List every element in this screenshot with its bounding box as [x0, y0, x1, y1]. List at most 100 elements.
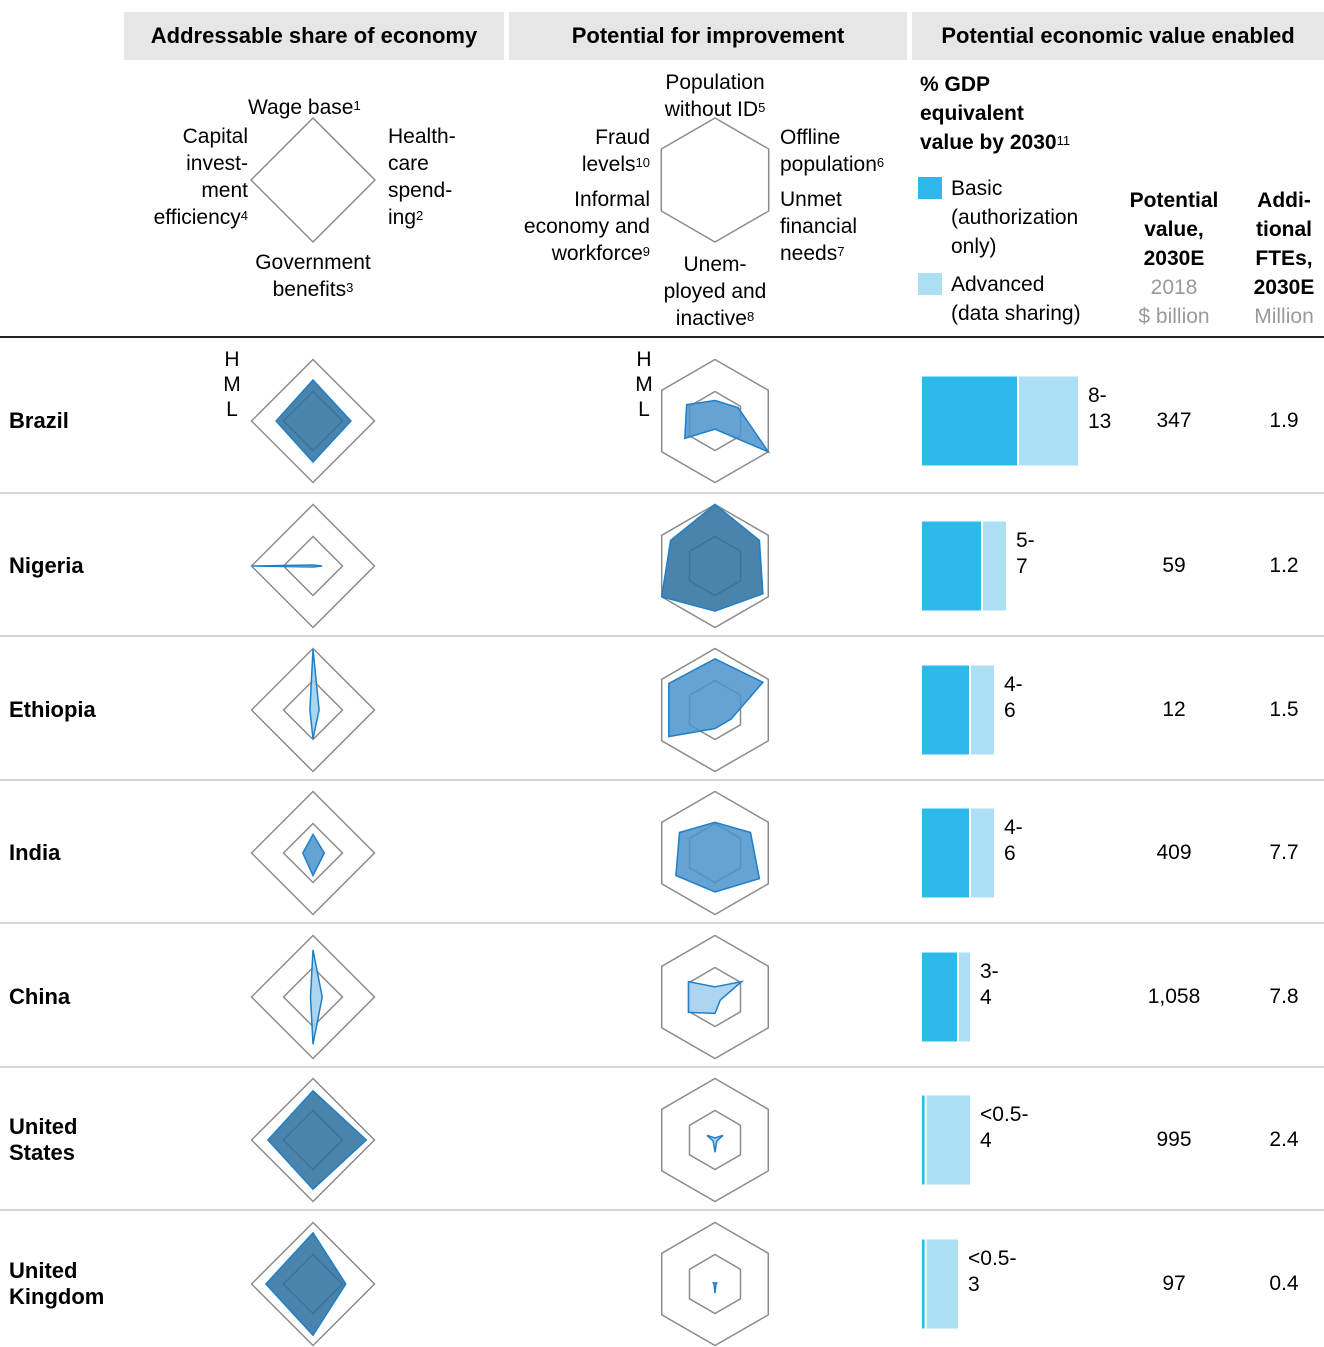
legend-advanced-label: Advanced (data sharing)	[951, 273, 1081, 325]
addressable-radar-polygon	[275, 378, 352, 464]
improvement-radar-polygon	[668, 657, 765, 738]
legend-diamond-outline	[249, 116, 377, 244]
potential-value-cell: 995	[1156, 1128, 1192, 1151]
ftes-cell: 1.2	[1269, 554, 1299, 577]
radar-grid-mid	[282, 822, 344, 884]
country-name: Brazil	[9, 408, 69, 433]
hex-grid-mid	[688, 1253, 742, 1315]
axis-label-informal-economy: Informal economy and workforce9	[523, 188, 650, 265]
addressable-radar-polygon	[252, 564, 323, 568]
ftes-cell: 7.8	[1269, 985, 1299, 1008]
hex-grid-high	[660, 1221, 770, 1347]
potential-value-column-header: Potential value, 2030E 2018 $ billion	[1129, 189, 1219, 328]
potential-value-cell: 12	[1162, 698, 1186, 721]
row-separator	[0, 1209, 1324, 1211]
ftes-cell: 0.4	[1269, 1272, 1299, 1295]
country-name: China	[9, 984, 71, 1009]
legend-basic-swatch	[918, 177, 942, 199]
gdp-range-label: 3- 4	[980, 960, 999, 1009]
hex-grid-high	[660, 934, 770, 1060]
gdp-range-label: 4- 6	[1004, 816, 1023, 865]
country-name: Nigeria	[9, 553, 84, 578]
improvement-radar-polygon	[683, 399, 771, 454]
radar-grid-high	[250, 1077, 376, 1203]
legend-basic-label: Basic (authorization only)	[951, 177, 1079, 258]
radar-grid-high	[250, 790, 376, 916]
legend-hexagon-outline	[660, 117, 770, 243]
axis-label-capital-investment: Capital invest-ment efficiency4	[153, 125, 248, 229]
bar-basic	[922, 952, 958, 1042]
axis-label-government-benefits: Government benefits3	[255, 251, 371, 301]
hex-grid-mid	[688, 1109, 742, 1171]
ftes-column-header: Addi- tional FTEs, 2030E Million	[1253, 189, 1315, 328]
row-separator	[0, 922, 1324, 924]
country-name: United States	[9, 1114, 78, 1165]
axis-label-population-without-id: Population without ID5	[664, 71, 766, 121]
gdp-range-label: <0.5- 4	[980, 1103, 1029, 1152]
gdp-value-title: % GDP equivalent value by 203011	[920, 73, 1071, 154]
header-potential: Potential for improvement	[509, 12, 907, 60]
hex-grid-high	[660, 790, 770, 916]
header-economic: Potential economic value enabled	[912, 12, 1324, 60]
bar-advanced	[922, 1095, 970, 1185]
radar-grid-high	[250, 358, 376, 484]
country-name: United Kingdom	[9, 1258, 105, 1309]
bar-basic	[922, 665, 970, 755]
gdp-range-label: 4- 6	[1004, 673, 1023, 722]
legend-advanced-swatch	[918, 273, 942, 295]
gdp-range-label: 8- 13	[1088, 384, 1112, 433]
potential-value-cell: 97	[1162, 1272, 1186, 1295]
addressable-radar-polygon	[264, 1231, 347, 1337]
improvement-radar-polygon	[675, 821, 761, 893]
hex-grid-high	[660, 503, 770, 629]
axis-label-wage-base: Wage base1	[248, 96, 361, 119]
axis-label-fraud-levels: Fraud levels10	[581, 126, 650, 176]
bar-basic	[922, 1239, 926, 1329]
ftes-cell: 7.7	[1269, 841, 1299, 864]
radar-grid-high	[250, 1221, 376, 1347]
country-name: Ethiopia	[9, 697, 96, 722]
radar-grid-mid	[282, 535, 344, 597]
row-separator	[0, 779, 1324, 781]
axis-label-healthcare: Health-care spend- ing2	[388, 125, 456, 229]
potential-value-cell: 59	[1162, 554, 1186, 577]
ftes-cell: 2.4	[1269, 1128, 1299, 1151]
bar-basic	[922, 1095, 926, 1185]
ftes-cell: 1.5	[1269, 698, 1299, 721]
axis-label-unemployed-inactive: Unem-ployed and inactive8	[663, 253, 767, 330]
hex-grid-high	[660, 1077, 770, 1203]
header-divider	[0, 336, 1324, 338]
row-separator	[0, 492, 1324, 494]
axis-label-offline-population: Offline population6	[780, 126, 885, 176]
radar-grid-high	[250, 647, 376, 773]
bar-advanced	[922, 1239, 958, 1329]
ftes-cell: 1.9	[1269, 409, 1299, 432]
bar-basic	[922, 521, 982, 611]
hex-grid-high	[660, 647, 770, 773]
improvement-radar-polygon	[711, 1282, 719, 1294]
potential-value-cell: 409	[1156, 841, 1192, 864]
radar-grid-high	[250, 934, 376, 1060]
improvement-radar-polygon	[706, 1134, 724, 1153]
addressable-radar-polygon	[309, 949, 323, 1045]
addressable-radar-polygon	[266, 1089, 368, 1191]
gdp-range-label: <0.5- 3	[968, 1247, 1017, 1296]
bar-basic	[922, 808, 970, 898]
country-name: India	[9, 840, 61, 865]
row-separator	[0, 635, 1324, 637]
axis-label-unmet-financial-needs: Unmet financial needs7	[780, 188, 858, 265]
improvement-radar-polygon	[687, 980, 745, 1015]
potential-value-cell: 1,058	[1147, 985, 1201, 1008]
hex-grid-high	[660, 358, 770, 484]
row-separator	[0, 1066, 1324, 1068]
radar-grid-mid	[282, 679, 344, 741]
bar-basic	[922, 376, 1018, 466]
addressable-radar-polygon	[309, 649, 320, 739]
potential-value-cell: 347	[1156, 409, 1192, 432]
gdp-range-label: 5- 7	[1016, 529, 1035, 578]
addressable-radar-polygon	[301, 833, 326, 878]
header-addressable: Addressable share of economy	[124, 12, 504, 60]
